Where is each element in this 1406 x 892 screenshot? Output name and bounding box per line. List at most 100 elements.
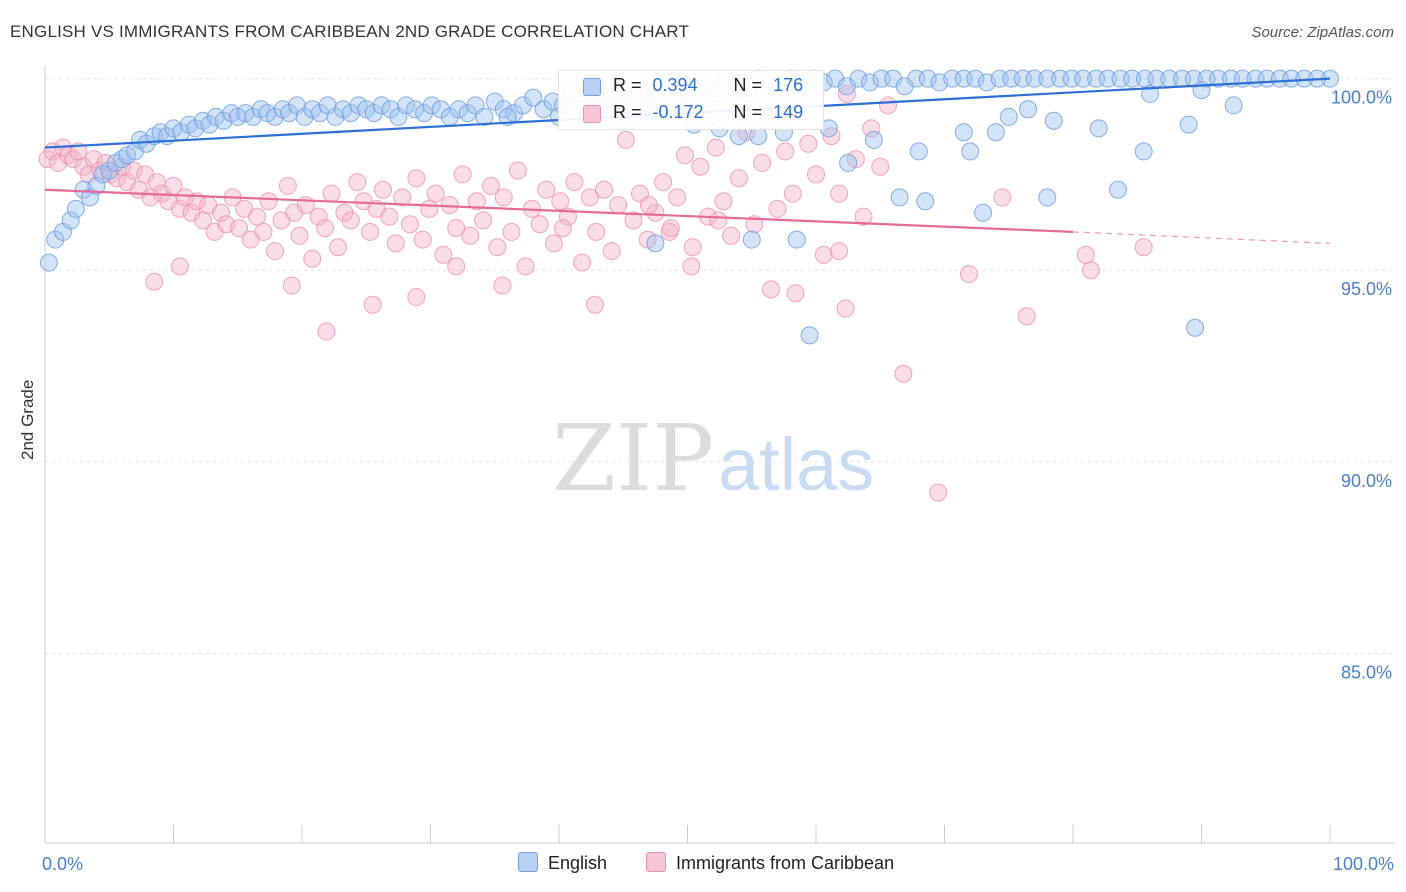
english-point: [954, 123, 973, 142]
stats-legend: R = 0.394 N = 176 R = -0.172 N = 149: [558, 70, 824, 130]
caribbean-point: [348, 173, 367, 192]
caribbean-point: [1017, 307, 1036, 326]
caribbean-point: [799, 134, 818, 153]
caribbean-point: [675, 146, 694, 165]
caribbean-point: [493, 276, 512, 295]
english-point: [787, 230, 806, 249]
caribbean-point: [393, 188, 412, 207]
caribbean-point: [474, 211, 493, 230]
english-point: [431, 100, 450, 119]
english-point: [890, 188, 909, 207]
english-point: [186, 119, 205, 138]
caribbean-point: [814, 245, 833, 264]
english-point: [534, 100, 553, 119]
english-point: [1186, 318, 1205, 337]
source-label: Source: ZipAtlas.com: [1251, 24, 1394, 41]
caribbean-point: [508, 161, 527, 180]
caribbean-point: [776, 142, 795, 161]
english-point: [280, 104, 299, 123]
caribbean-point: [447, 219, 466, 238]
english-point: [916, 192, 935, 211]
english-point: [1089, 119, 1108, 138]
english-point: [1098, 69, 1117, 88]
caribbean-point: [706, 138, 725, 157]
english-n-value: 176: [773, 75, 804, 95]
caribbean-point: [84, 150, 103, 169]
english-r-value: 0.394: [652, 75, 698, 95]
caribbean-point: [309, 207, 328, 226]
stats-row-english: R = 0.394 N = 176: [559, 74, 823, 100]
caribbean-point: [453, 165, 472, 184]
caribbean-point: [386, 234, 405, 253]
caribbean-point: [993, 188, 1012, 207]
english-n-label: N =: [733, 75, 763, 95]
english-point: [1038, 188, 1057, 207]
caribbean-point: [602, 242, 621, 261]
caribbean-point: [447, 257, 466, 276]
caribbean-point: [646, 203, 665, 222]
caribbean-point: [212, 203, 231, 222]
english-point: [1123, 69, 1142, 88]
caribbean-point: [413, 230, 432, 249]
caribbean-point: [322, 184, 341, 203]
y-tick-label: 100.0%: [1331, 88, 1392, 108]
caribbean-point: [894, 364, 913, 383]
english-r-label: R =: [613, 75, 642, 95]
english-point: [860, 73, 879, 92]
english-point: [646, 234, 665, 253]
english-point: [909, 142, 928, 161]
caribbean-point: [729, 169, 748, 188]
caribbean-point: [434, 245, 453, 264]
caribbean-point: [668, 188, 687, 207]
caribbean-point: [830, 184, 849, 203]
english-point: [310, 104, 329, 123]
caribbean-point: [594, 180, 613, 199]
caribbean-point: [830, 242, 849, 261]
caribbean-point: [380, 207, 399, 226]
english-point: [918, 69, 937, 88]
x-tick-label: 0.0%: [42, 854, 83, 874]
english-point: [986, 123, 1005, 142]
x-tick-label: 100.0%: [1333, 854, 1394, 874]
english-point: [485, 92, 504, 111]
caribbean-point: [682, 257, 701, 276]
tick-labels: 85.0% 90.0% 95.0% 100.0% 0.0% 100.0%: [42, 88, 1394, 874]
english-point: [749, 127, 768, 146]
english-point: [80, 188, 99, 207]
caribbean-point: [170, 199, 189, 218]
english-point: [1044, 111, 1063, 130]
caribbean-point: [929, 483, 948, 502]
caribbean-point: [807, 165, 825, 184]
caribbean-point: [580, 188, 599, 207]
y-tick-label: 90.0%: [1341, 471, 1392, 491]
caribbean-point: [609, 196, 628, 215]
grid-lines: [45, 78, 1395, 654]
caribbean-point: [871, 157, 890, 176]
caribbean-point: [709, 211, 728, 230]
caribbean-point: [254, 222, 273, 241]
caribbean-point: [502, 222, 521, 241]
caribbean-point: [467, 192, 486, 211]
caribbean-point: [654, 173, 673, 192]
caribbean-point: [176, 188, 195, 207]
english-swatch: [583, 78, 601, 96]
caribbean-point: [259, 192, 278, 211]
caribbean-point: [616, 130, 635, 149]
english-point: [1282, 69, 1301, 88]
english-point: [839, 153, 858, 172]
english-point: [61, 211, 80, 230]
axes: [44, 66, 1395, 844]
english-point: [498, 107, 517, 126]
english-point: [137, 134, 156, 153]
caribbean-point: [836, 299, 855, 318]
legend-item-caribbean: Immigrants from Caribbean: [646, 852, 894, 874]
english-point: [295, 107, 314, 126]
caribbean-point: [407, 169, 426, 188]
caribbean-point: [553, 219, 572, 238]
caribbean-point: [1076, 245, 1095, 264]
english-point: [966, 69, 985, 88]
caribbean-point: [400, 215, 419, 234]
caribbean-point: [266, 242, 285, 261]
caribbean-point: [426, 184, 445, 203]
caribbean-point: [783, 184, 802, 203]
